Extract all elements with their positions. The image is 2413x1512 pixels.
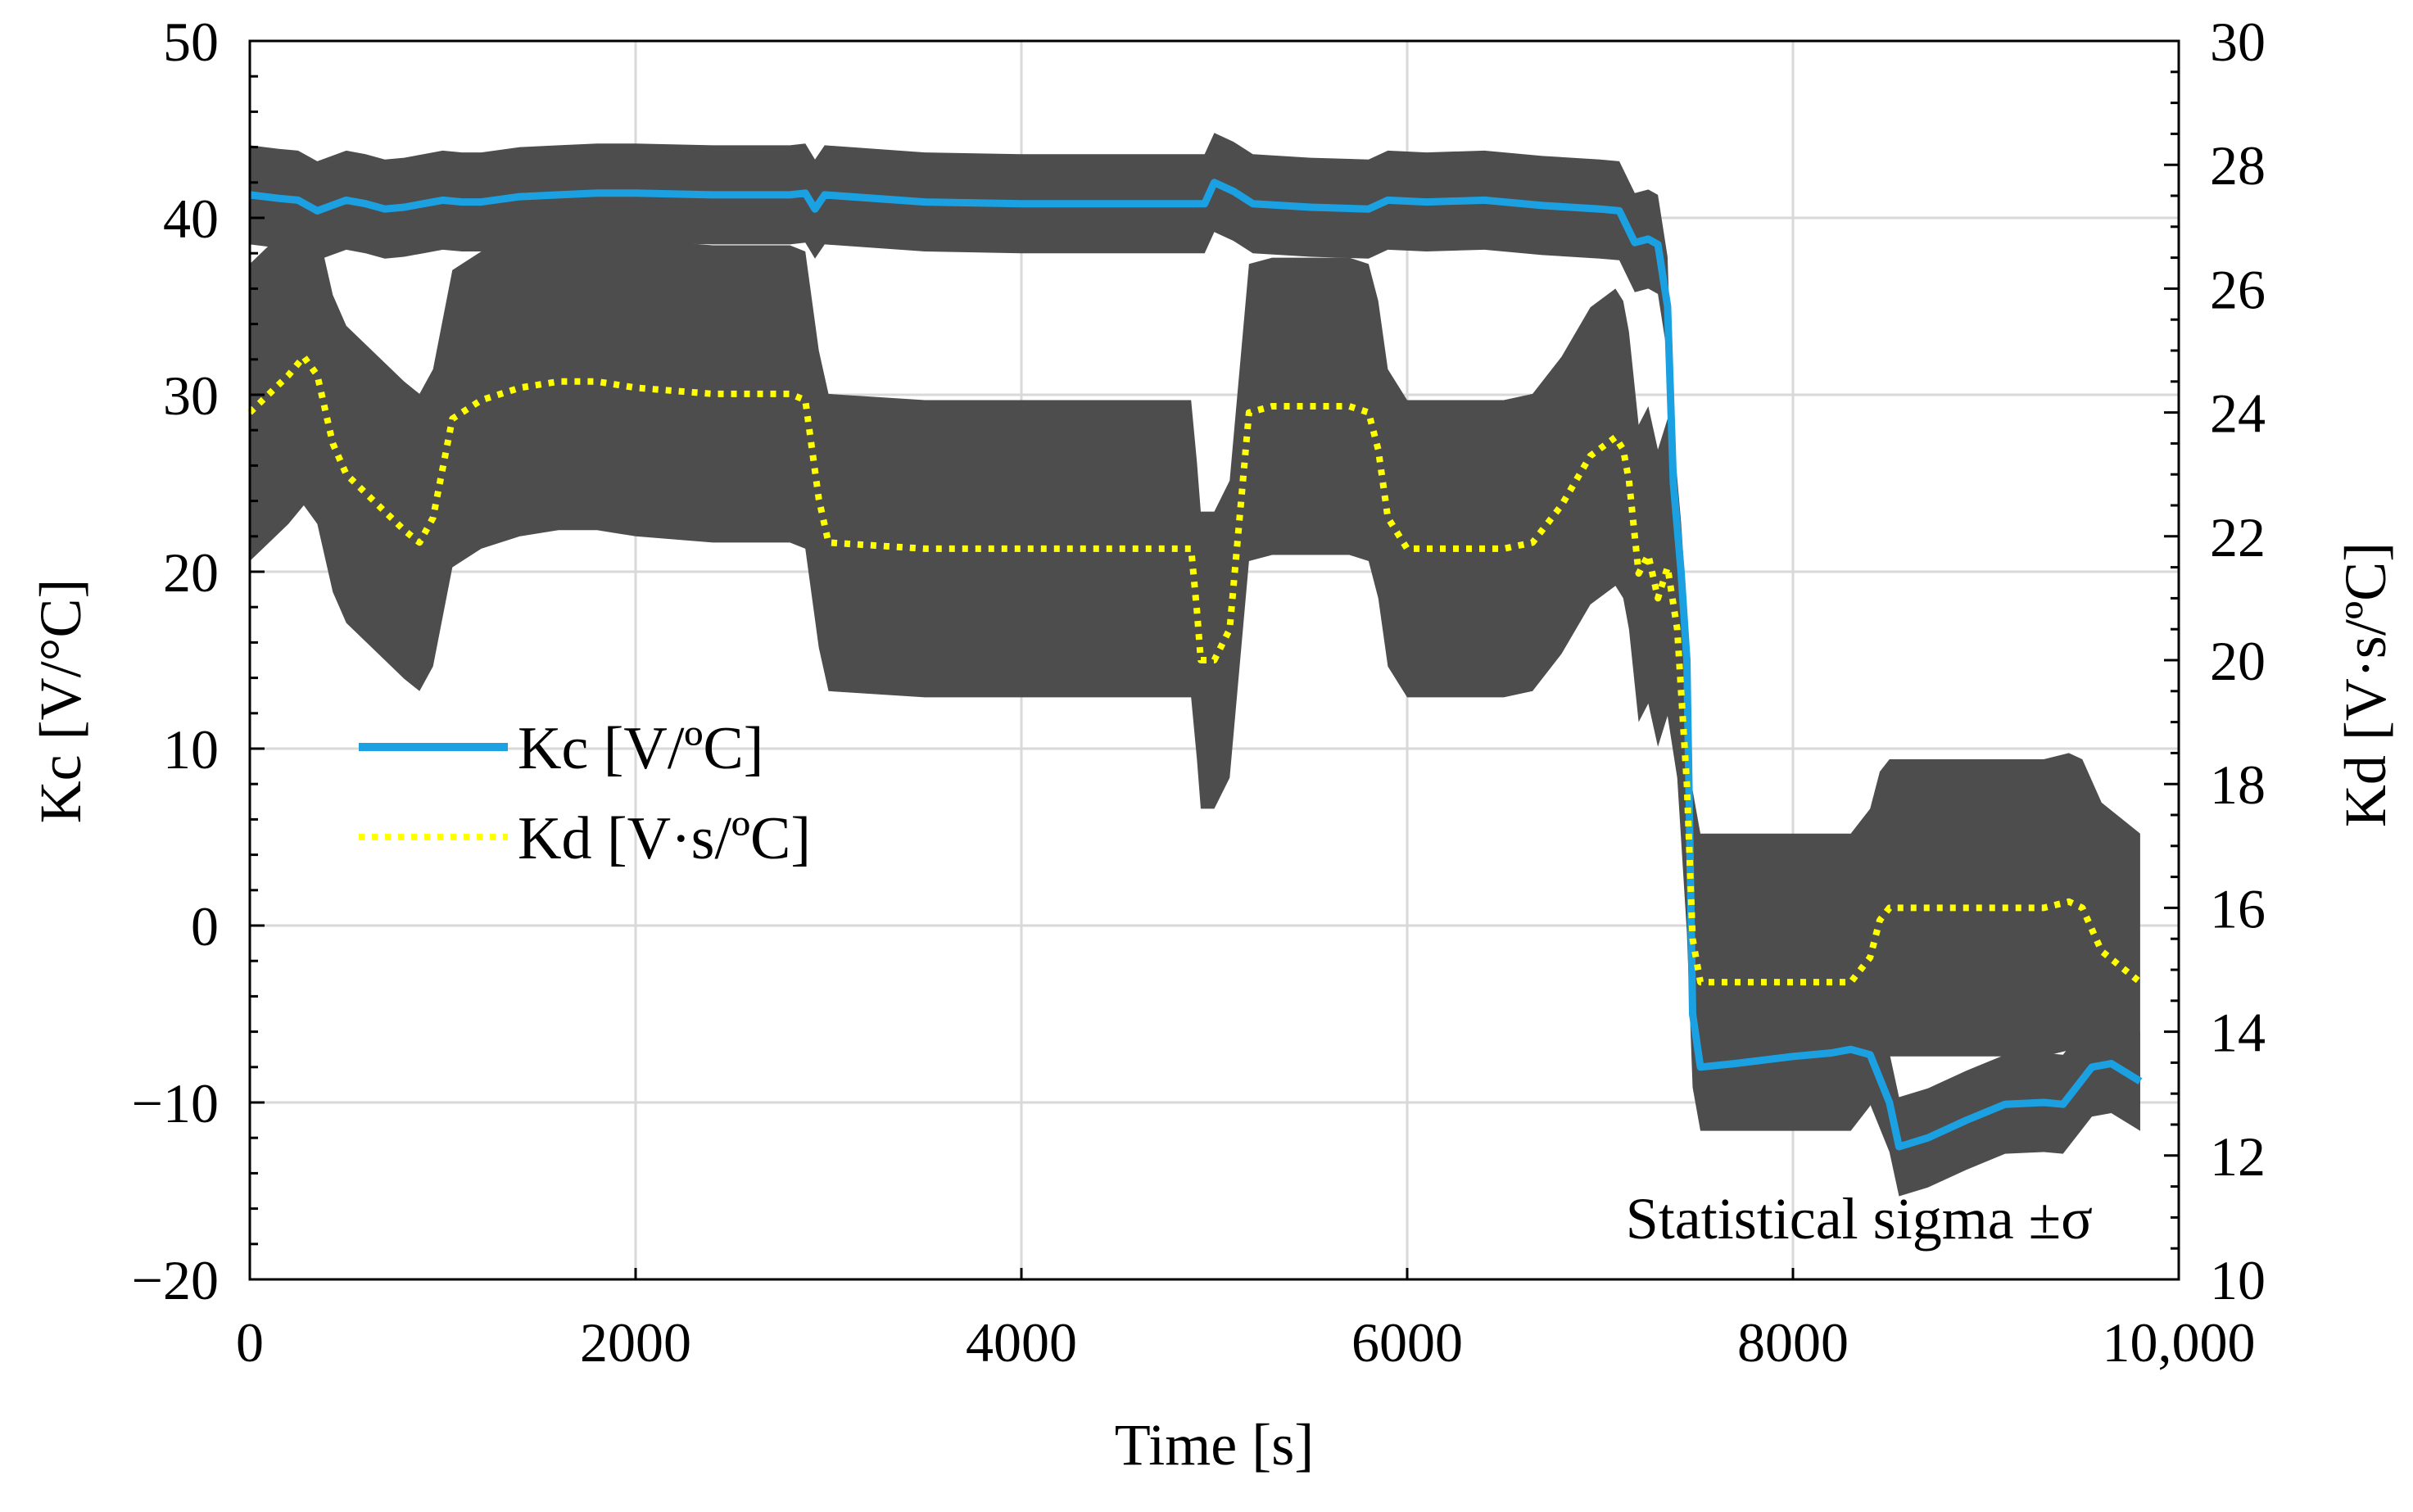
y-tick-label: −20 (132, 1249, 219, 1311)
sigma-band-kd (250, 208, 2140, 1131)
legend: Kc [V/ºC] Kd [V·s/ºC] (359, 715, 811, 872)
x-tick-label: 4000 (966, 1311, 1077, 1374)
legend-kd-label: Kd [V·s/ºC] (518, 805, 811, 872)
y2-tick-label: 16 (2210, 877, 2266, 939)
x-tick-label: 2000 (580, 1311, 691, 1374)
y2-tick-label: 20 (2210, 630, 2266, 692)
y-tick-label: 50 (163, 11, 219, 73)
sigma-bands (250, 133, 2140, 1197)
y-tick-label: −10 (132, 1072, 219, 1134)
sigma-annotation: Statistical sigma ±σ (1626, 1186, 2093, 1252)
series-line-kc (249, 179, 2143, 1151)
x-tick-label: 10,000 (2103, 1311, 2256, 1374)
y2-tick-label: 22 (2210, 506, 2266, 568)
y-tick-label: 40 (163, 188, 219, 250)
axis-ticks: 0 2000 4000 6000 8000 10,000 −20 −10 0 10 20 30 40 50… (132, 11, 2266, 1374)
x-axis-title: Time [s] (1115, 1412, 1314, 1478)
y-tick-label: 10 (163, 718, 219, 781)
y2-tick-label: 12 (2210, 1125, 2266, 1188)
series-line-kd (247, 353, 2143, 986)
y2-tick-label: 26 (2210, 258, 2266, 320)
y2-tick-label: 28 (2210, 134, 2266, 197)
y2-tick-label: 18 (2210, 754, 2266, 816)
series-lines (247, 179, 2143, 1151)
y-axis-left-title: Kc [V/°C] (28, 579, 93, 824)
y-tick-label: 30 (163, 364, 219, 427)
y2-tick-label: 30 (2210, 11, 2266, 73)
y-axis-right-title: Kd [V·s/ºC] (2333, 542, 2398, 827)
y2-tick-label: 10 (2210, 1249, 2266, 1311)
y2-tick-label: 14 (2210, 1002, 2266, 1064)
x-tick-label: 6000 (1351, 1311, 1463, 1374)
y-tick-label: 0 (191, 895, 219, 957)
y2-tick-label: 24 (2210, 383, 2266, 445)
x-tick-label: 0 (236, 1311, 264, 1374)
y-tick-label: 20 (163, 541, 219, 604)
sigma-band-kc (250, 133, 2140, 1197)
x-tick-label: 8000 (1737, 1311, 1849, 1374)
legend-kc-label: Kc [V/ºC] (518, 715, 763, 782)
